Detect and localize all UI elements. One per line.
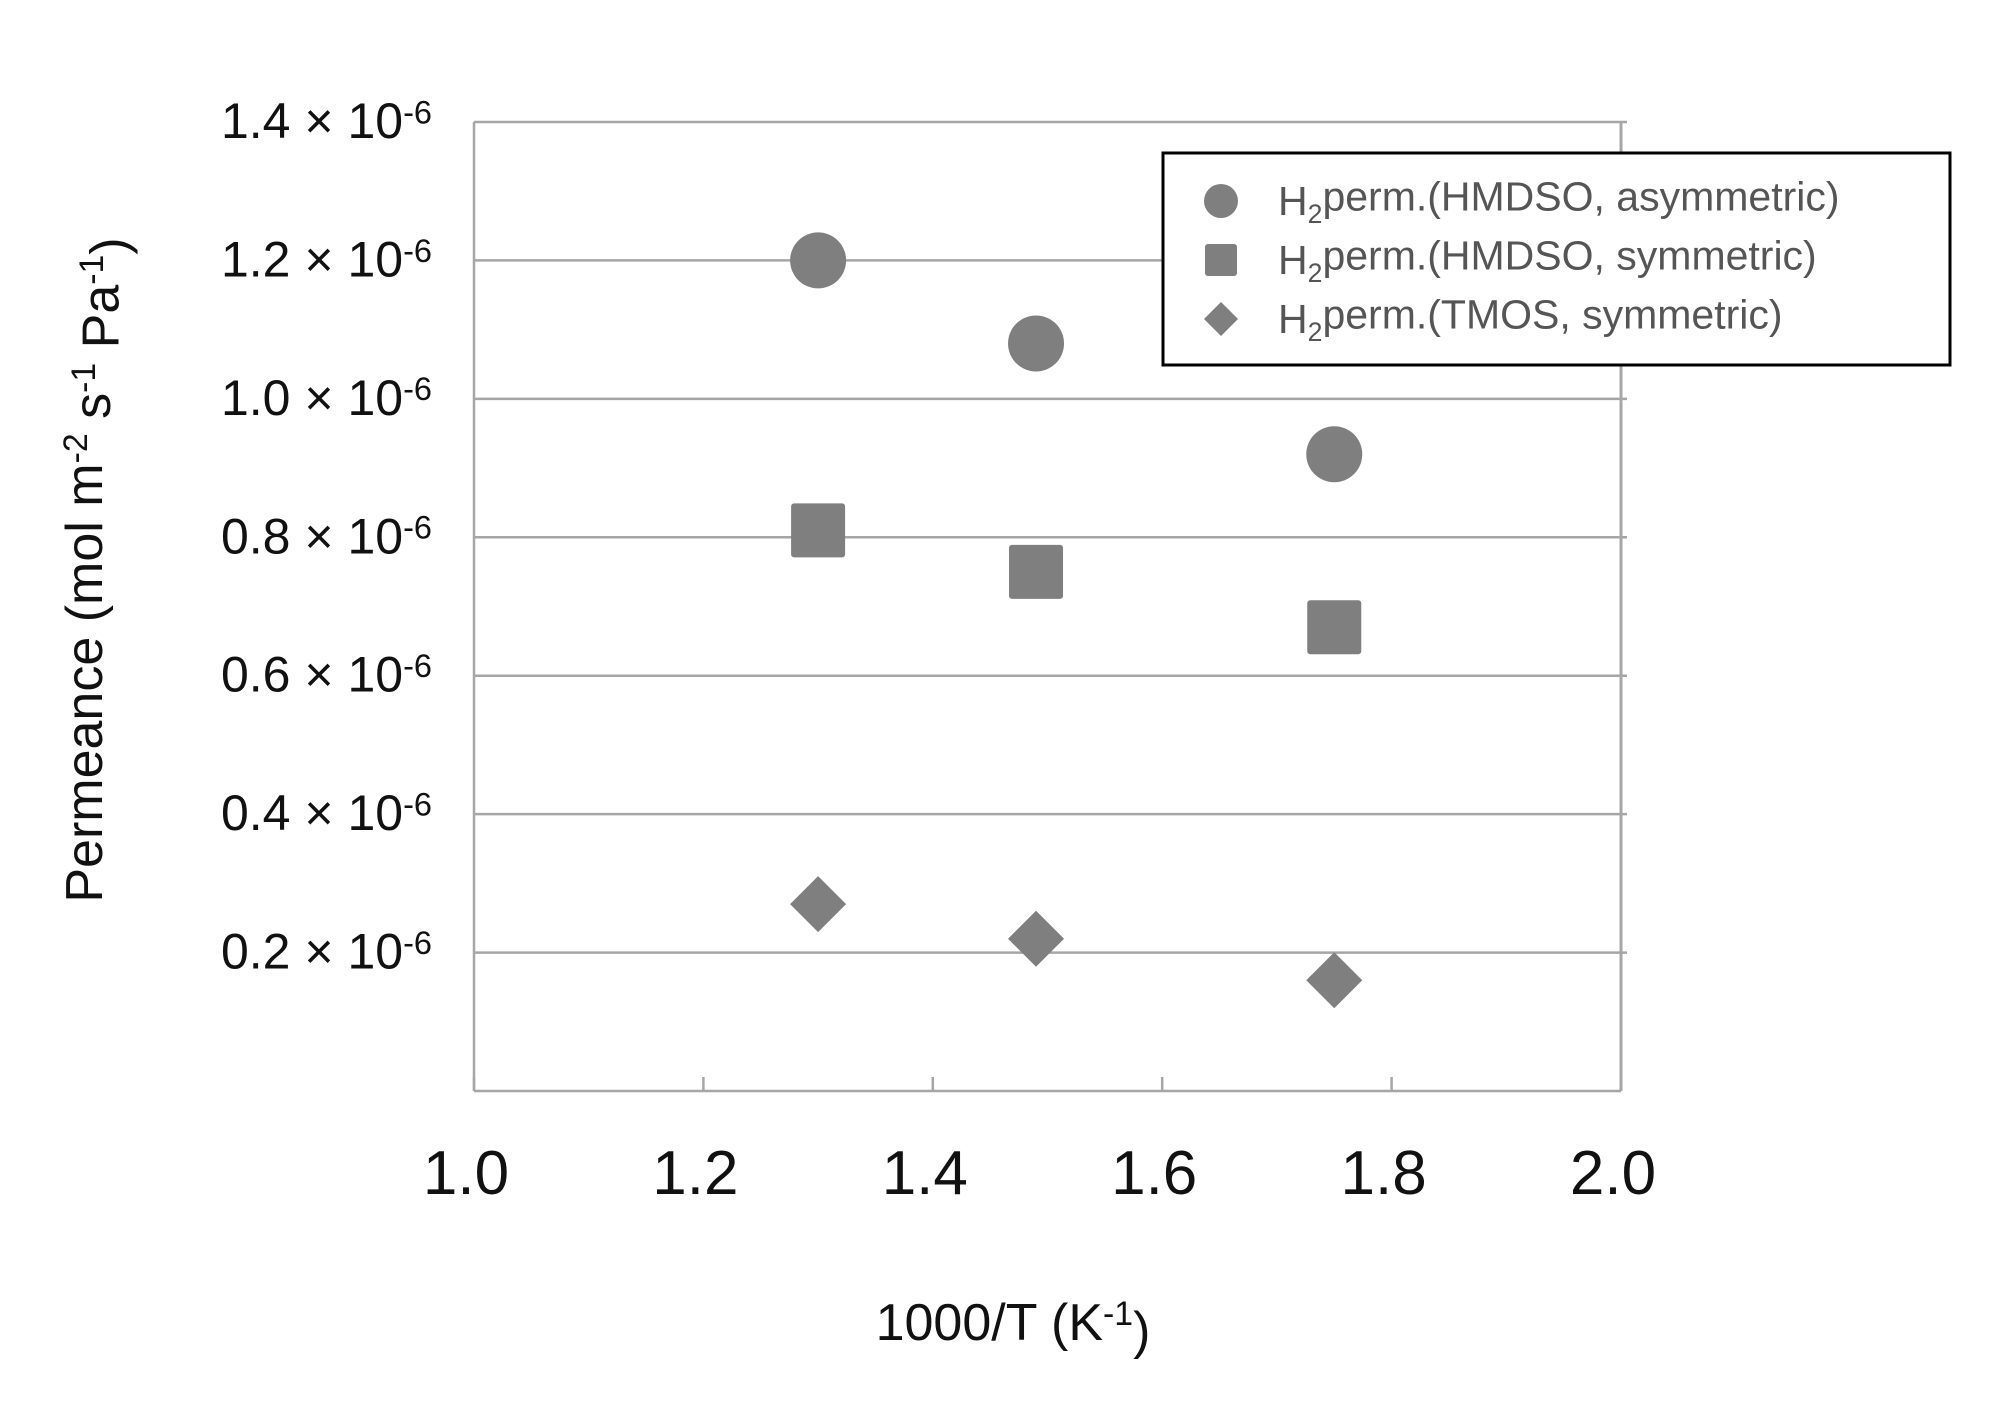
y-axis-title: Permeance (mol m-2​ s-1​ Pa-1​) [56,237,139,902]
circle-data-point [1008,315,1065,372]
data-points [790,232,1363,1009]
x-tick-label: 1.4 [882,1139,968,1208]
legend-entry: H2​perm.(TMOS, symmetric) [1278,292,1783,347]
legend-entry: H2​perm.(HMDSO, symmetric) [1278,233,1817,288]
y-tick-label: 1.4 × 10-6​ [221,93,432,149]
y-tick-label: 0.2 × 10-6​ [221,924,432,980]
gridlines [474,120,1627,954]
x-tick-label: 1.0 [423,1139,509,1208]
legend-diamond-icon [1204,302,1238,336]
diamond-data-point [1306,952,1363,1009]
circle-data-point [1306,426,1363,483]
square-data-point [1307,600,1362,655]
square-data-point [1009,544,1064,599]
legend-square-icon [1205,244,1237,276]
legend: H2​perm.(HMDSO, asymmetric)H2​perm.(HMDS… [1161,151,1952,367]
diamond-data-point [790,876,847,933]
legend-circle-icon [1204,184,1238,218]
y-tick-label: 1.0 × 10-6​ [221,370,432,426]
square-data-point [791,503,846,558]
y-tick-label: 0.6 × 10-6​ [221,647,432,703]
x-tick-label: 2.0 [1570,1139,1656,1208]
y-tick-label: 0.4 × 10-6​ [221,785,432,841]
diamond-data-point [1008,910,1065,967]
circle-data-point [790,232,847,289]
tick-labels: 0.2 × 10-6​ 0.4 × 10-6​ 0.6 × 10-6​ 0.8 × 1… [221,93,1656,1208]
x-tick-label: 1.6 [1111,1139,1197,1208]
x-tick-label: 1.2 [652,1139,738,1208]
legend-box [1161,151,1952,367]
legend-entry: H2​perm.(HMDSO, asymmetric) [1278,174,1840,229]
y-tick-label: 1.2 × 10-6​ [221,231,432,287]
x-axis-title: 1000/T (K-1​) [876,1294,1151,1360]
y-tick-label: 0.8 × 10-6​ [221,508,432,564]
x-tick-label: 1.8 [1340,1139,1426,1208]
